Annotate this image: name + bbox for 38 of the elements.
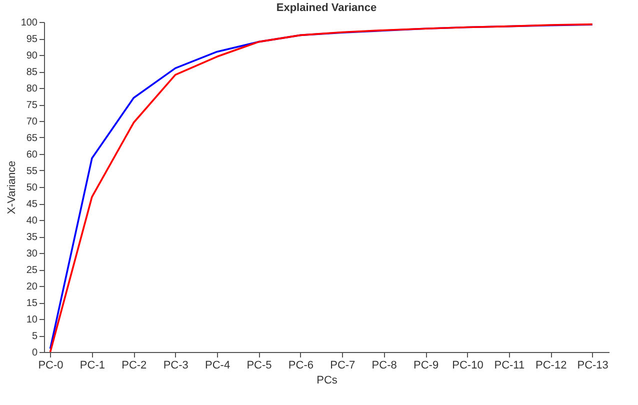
y-tick-label: 70 [26,116,38,128]
x-tick-label: PC-2 [122,360,147,372]
x-tick-label: PC-3 [163,360,188,372]
y-tick-label: 30 [26,248,38,260]
x-tick-label: PC-13 [577,360,608,372]
x-tick-label: PC-7 [330,360,356,372]
x-tick-label: PC-0 [38,360,64,372]
y-tick-label: 50 [26,182,38,194]
y-tick-label: 75 [26,100,38,111]
x-tick-label: PC-10 [452,360,484,372]
y-tick-label: 55 [26,166,38,177]
x-axis-title: PCs [316,374,338,386]
y-tick-label: 10 [26,314,38,326]
y-tick-label: 25 [26,265,38,276]
y-tick-label: 80 [26,84,38,94]
x-tick-label: PC-11 [494,360,525,372]
y-tick-label: 65 [26,133,38,144]
x-tick-label: PC-5 [246,360,272,372]
y-tick-label: 0 [32,348,38,358]
y-tick-label: 35 [26,232,38,243]
x-tick-label: PC-6 [288,360,314,372]
y-tick-label: 60 [26,150,38,160]
x-tick-label: PC-1 [80,360,105,372]
x-tick-label: PC-12 [536,360,567,372]
y-tick-label: 100 [20,18,38,28]
y-tick-label: 40 [26,216,38,226]
x-tick-label: PC-9 [414,360,439,372]
y-tick-label: 85 [26,67,38,78]
y-tick-label: 20 [26,282,38,292]
y-tick-label: 90 [26,50,38,62]
y-tick-label: 5 [32,331,38,342]
x-tick-label: PC-8 [372,360,397,372]
y-tick-label: 15 [26,298,38,309]
y-axis-title: X-Variance [6,160,18,214]
y-tick-label: 45 [26,199,38,210]
chart-title: Explained Variance [276,2,377,14]
x-tick-label: PC-4 [205,360,230,372]
y-tick-label: 95 [26,34,38,45]
